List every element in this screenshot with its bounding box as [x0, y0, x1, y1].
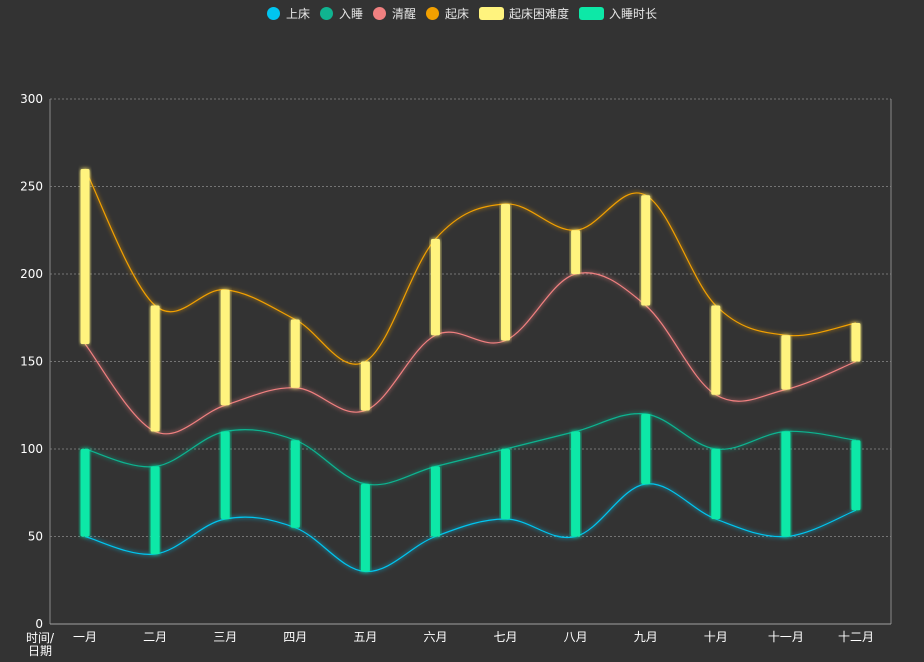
series-lines	[84, 168, 857, 573]
y-tick-label: 100	[20, 442, 43, 456]
range-bar	[781, 431, 791, 537]
range-bar	[501, 204, 511, 341]
legend-item-awake[interactable]: 清醒	[372, 5, 416, 22]
range-bar	[501, 449, 511, 519]
legend-item-bed[interactable]: 上床	[266, 5, 310, 22]
y-tick-label: 150	[20, 355, 43, 369]
range-bar	[641, 414, 651, 484]
range-bar	[781, 335, 791, 390]
range-bar	[711, 305, 721, 395]
range-bar	[360, 484, 370, 572]
legend-marker-rect	[479, 6, 505, 20]
legend-label: 起床	[445, 6, 470, 21]
x-tick-label: 一月	[73, 630, 97, 644]
series-line	[84, 272, 857, 435]
grid-lines	[50, 98, 891, 537]
legend-label: 清醒	[391, 6, 416, 21]
y-tick-label: 250	[20, 180, 43, 194]
x-tick-label: 九月	[634, 630, 658, 644]
range-bar	[571, 431, 581, 537]
legend-marker-dot	[319, 6, 333, 20]
range-bar	[430, 239, 440, 336]
series-line	[84, 483, 857, 573]
chart-legend: 上床 入睡 清醒 起床 起床困难度 入睡时长	[0, 4, 924, 22]
legend-marker-dot	[266, 6, 280, 20]
range-bars	[80, 169, 861, 572]
range-bar	[360, 361, 370, 411]
range-bar	[80, 449, 90, 537]
legend-marker-rect	[579, 6, 605, 20]
legend-item-get-up[interactable]: 起床	[426, 5, 469, 22]
y-tick-label: 50	[28, 530, 43, 544]
axes: 0 50 100 150 200 250 300 一月 二月 三月 四月 五月 六月 七月 八月 九月 十月 十一…	[20, 92, 892, 644]
range-bar	[851, 323, 861, 362]
x-tick-label: 三月	[213, 630, 237, 644]
legend-marker-dot	[372, 6, 386, 20]
range-bar	[430, 466, 440, 537]
x-tick-label: 二月	[143, 630, 167, 644]
range-bar	[290, 440, 300, 528]
x-tick-label: 六月	[423, 630, 447, 644]
x-tick-label: 五月	[353, 630, 377, 644]
x-tick-label: 八月	[564, 630, 588, 644]
y-tick-label: 300	[20, 92, 43, 106]
x-tick-label: 十月	[704, 630, 728, 644]
x-tick-label: 四月	[283, 630, 307, 644]
x-tick-label: 十一月	[768, 630, 804, 644]
range-bar	[220, 289, 230, 406]
range-bar	[220, 431, 230, 519]
x-axis-label-line1: 时间/	[26, 631, 55, 645]
range-bar	[571, 230, 581, 274]
series-line	[84, 168, 857, 365]
legend-item-sleep-duration[interactable]: 入睡时长	[579, 5, 657, 22]
x-tick-label: 十二月	[838, 630, 874, 644]
range-bar	[641, 195, 651, 306]
range-bar	[851, 440, 861, 511]
range-bar	[80, 169, 90, 344]
range-bar	[711, 449, 721, 519]
legend-label: 起床困难度	[509, 6, 570, 21]
x-axis-label-line2: 日期	[28, 644, 52, 658]
legend-label: 上床	[285, 6, 310, 21]
x-tick-label: 七月	[494, 630, 518, 644]
legend-marker-dot	[426, 6, 439, 20]
y-tick-label: 0	[35, 617, 43, 631]
range-bar	[150, 305, 160, 432]
range-bar	[150, 466, 160, 554]
legend-item-wake-difficulty[interactable]: 起床困难度	[479, 5, 569, 22]
y-tick-label: 200	[20, 267, 43, 281]
range-bar	[290, 319, 300, 388]
legend-item-fall-asleep[interactable]: 入睡	[319, 5, 363, 22]
legend-label: 入睡	[338, 6, 363, 21]
legend-label: 入睡时长	[609, 6, 658, 21]
